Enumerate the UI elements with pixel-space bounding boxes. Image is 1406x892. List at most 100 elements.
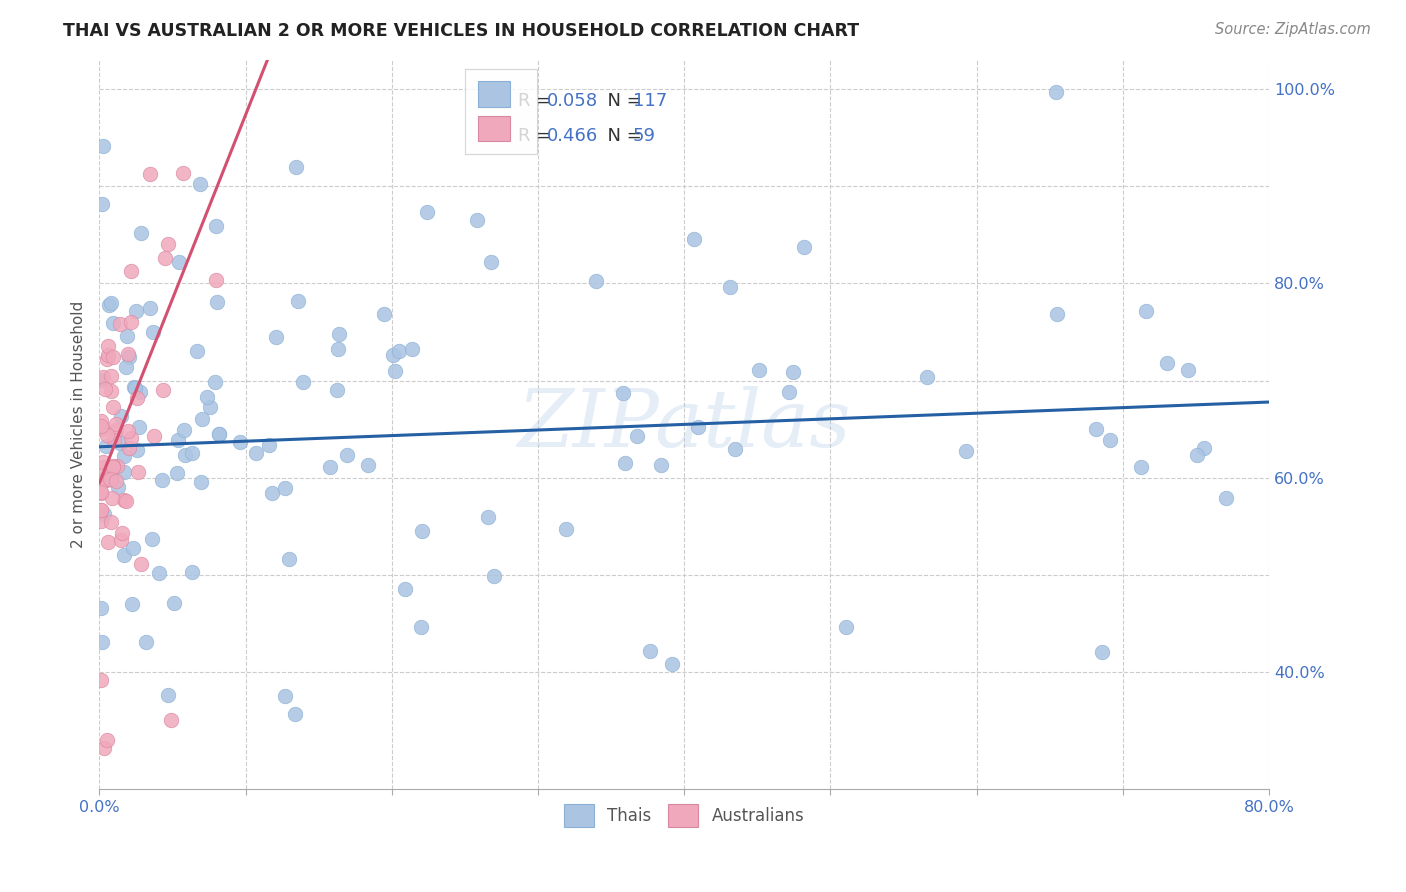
Point — [328, 327, 350, 342]
Point — [91, 635, 114, 649]
Point — [388, 343, 411, 358]
Point — [416, 205, 439, 219]
Point — [104, 417, 127, 431]
Text: R =: R = — [517, 93, 557, 111]
Point — [190, 475, 212, 490]
Point — [107, 480, 129, 494]
Point — [90, 419, 112, 434]
Point — [1185, 449, 1208, 463]
Point — [122, 541, 145, 555]
Point — [278, 552, 301, 566]
Y-axis label: 2 or more Vehicles in Household: 2 or more Vehicles in Household — [72, 301, 86, 548]
Point — [98, 468, 121, 483]
Point — [120, 264, 142, 278]
Point — [103, 401, 125, 415]
Point — [1084, 422, 1107, 436]
Point — [284, 707, 307, 722]
Point — [90, 485, 112, 500]
Point — [103, 316, 125, 330]
Point — [195, 391, 218, 405]
Point — [100, 368, 122, 383]
Point — [97, 535, 120, 549]
Point — [91, 455, 114, 469]
Point — [207, 294, 229, 309]
Text: ZIPatlas: ZIPatlas — [517, 385, 851, 463]
Point — [155, 251, 177, 265]
Point — [157, 236, 180, 251]
Point — [139, 301, 162, 316]
Point — [479, 255, 502, 269]
Point — [131, 558, 153, 572]
Point — [135, 635, 157, 649]
Point — [98, 472, 121, 486]
Point — [613, 456, 636, 470]
Text: Source: ZipAtlas.com: Source: ZipAtlas.com — [1215, 22, 1371, 37]
Point — [112, 449, 135, 463]
Point — [477, 510, 499, 524]
Point — [152, 383, 174, 397]
Point — [93, 741, 115, 756]
Point — [118, 442, 141, 456]
Point — [127, 465, 149, 479]
Text: N =: N = — [596, 127, 648, 145]
Point — [1192, 441, 1215, 455]
Point — [90, 486, 112, 500]
Point — [124, 381, 146, 395]
Point — [638, 644, 661, 658]
Point — [139, 167, 162, 181]
Point — [381, 348, 404, 362]
Point — [835, 620, 858, 634]
Point — [782, 365, 804, 379]
Text: 59: 59 — [633, 127, 655, 145]
Point — [1177, 363, 1199, 377]
Point — [100, 472, 122, 486]
Text: R =: R = — [517, 127, 557, 145]
Point — [188, 177, 211, 191]
Point — [465, 213, 488, 227]
Point — [117, 347, 139, 361]
Point — [257, 438, 280, 452]
Point — [100, 384, 122, 398]
Point — [143, 429, 166, 443]
Point — [683, 232, 706, 246]
Point — [409, 620, 432, 634]
Point — [1045, 86, 1067, 100]
Point — [110, 409, 132, 424]
Point — [1135, 304, 1157, 318]
Point — [91, 369, 114, 384]
Point — [148, 566, 170, 581]
Point — [91, 474, 114, 488]
Point — [1156, 356, 1178, 370]
Point — [180, 446, 202, 460]
Point — [112, 549, 135, 563]
Point — [121, 315, 143, 329]
Point — [1090, 645, 1112, 659]
Point — [122, 380, 145, 394]
Point — [128, 420, 150, 434]
Point — [319, 459, 342, 474]
Point — [101, 458, 124, 473]
Text: 0.058: 0.058 — [547, 93, 599, 111]
Point — [162, 596, 184, 610]
Point — [90, 503, 112, 517]
Point — [115, 494, 138, 508]
Point — [207, 427, 229, 442]
Point — [91, 422, 114, 436]
Point — [110, 525, 132, 540]
Point — [394, 582, 416, 596]
Point — [186, 344, 208, 359]
Point — [105, 459, 128, 474]
Point — [955, 444, 977, 458]
Point — [686, 420, 709, 434]
Point — [108, 435, 131, 450]
Text: 117: 117 — [633, 93, 666, 111]
Point — [96, 427, 118, 442]
Point — [205, 219, 228, 233]
Point — [96, 352, 118, 367]
Point — [205, 273, 228, 287]
Point — [101, 350, 124, 364]
Point — [336, 449, 359, 463]
Point — [173, 448, 195, 462]
Point — [94, 439, 117, 453]
Point — [91, 139, 114, 153]
